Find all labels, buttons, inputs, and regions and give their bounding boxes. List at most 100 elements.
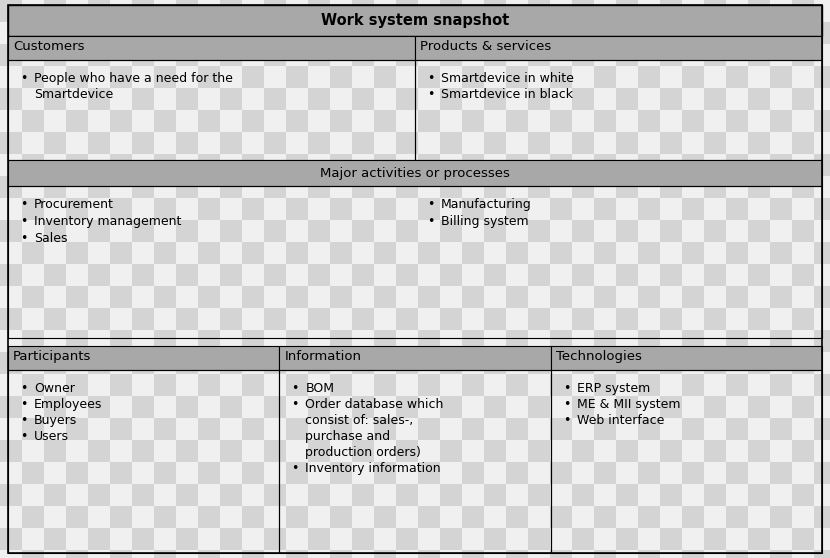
Bar [440,44,462,66]
Bar [660,352,682,374]
Bar [484,242,506,264]
Bar [242,440,264,462]
Bar [726,462,748,484]
Bar [726,308,748,330]
Bar [638,506,660,528]
Bar [594,440,616,462]
Bar [44,374,66,396]
Bar [308,396,330,418]
Bar [22,440,44,462]
Bar [66,440,88,462]
Bar [550,220,572,242]
Bar [308,242,330,264]
Bar [550,550,572,558]
Bar [462,462,484,484]
Bar [704,396,726,418]
Bar [594,550,616,558]
Bar [506,132,528,154]
Bar [770,440,792,462]
Bar [22,264,44,286]
Bar [528,110,550,132]
Bar [462,154,484,176]
Bar [396,66,418,88]
Bar [550,418,572,440]
Bar [682,352,704,374]
Bar [88,506,110,528]
Bar [638,462,660,484]
Bar [330,286,352,308]
Bar [704,352,726,374]
Bar [396,440,418,462]
Bar [220,418,242,440]
Bar [176,462,198,484]
Bar [396,154,418,176]
Bar [748,88,770,110]
Bar [440,484,462,506]
Bar [154,484,176,506]
Bar [264,22,286,44]
Bar [572,396,594,418]
Bar [88,330,110,352]
Bar [88,550,110,558]
Bar [660,484,682,506]
Bar [814,110,830,132]
Bar [418,286,440,308]
Bar [440,550,462,558]
Bar [308,330,330,352]
Bar [660,374,682,396]
Bar [22,66,44,88]
Bar [110,286,132,308]
Bar [176,286,198,308]
Bar [440,330,462,352]
Bar [638,330,660,352]
Bar [242,506,264,528]
Bar [66,286,88,308]
Bar [550,132,572,154]
Bar [418,550,440,558]
Bar [682,66,704,88]
Bar [374,550,396,558]
Bar [44,506,66,528]
Bar [704,506,726,528]
Bar [264,286,286,308]
Bar [220,462,242,484]
Bar [264,418,286,440]
Bar [770,462,792,484]
Bar [374,88,396,110]
Bar [704,22,726,44]
Bar [572,374,594,396]
Bar [396,352,418,374]
Bar [748,264,770,286]
Bar [484,418,506,440]
Text: •: • [20,232,27,245]
Bar [484,110,506,132]
Bar [176,352,198,374]
Bar [726,0,748,22]
Bar [198,396,220,418]
Bar [462,88,484,110]
Bar [220,176,242,198]
Bar [286,286,308,308]
Bar [506,506,528,528]
Bar [88,264,110,286]
Bar [792,418,814,440]
Bar [682,462,704,484]
Bar [462,506,484,528]
Bar [374,264,396,286]
Bar [352,110,374,132]
Text: Employees: Employees [34,398,102,411]
Bar [176,550,198,558]
Bar [8,346,280,370]
Bar [528,506,550,528]
Bar [396,286,418,308]
Bar [638,176,660,198]
Bar [550,176,572,198]
Bar [396,528,418,550]
Bar [484,154,506,176]
Bar [418,22,440,44]
Bar [330,550,352,558]
Bar [704,110,726,132]
Bar [572,110,594,132]
Bar [44,220,66,242]
Bar [22,308,44,330]
